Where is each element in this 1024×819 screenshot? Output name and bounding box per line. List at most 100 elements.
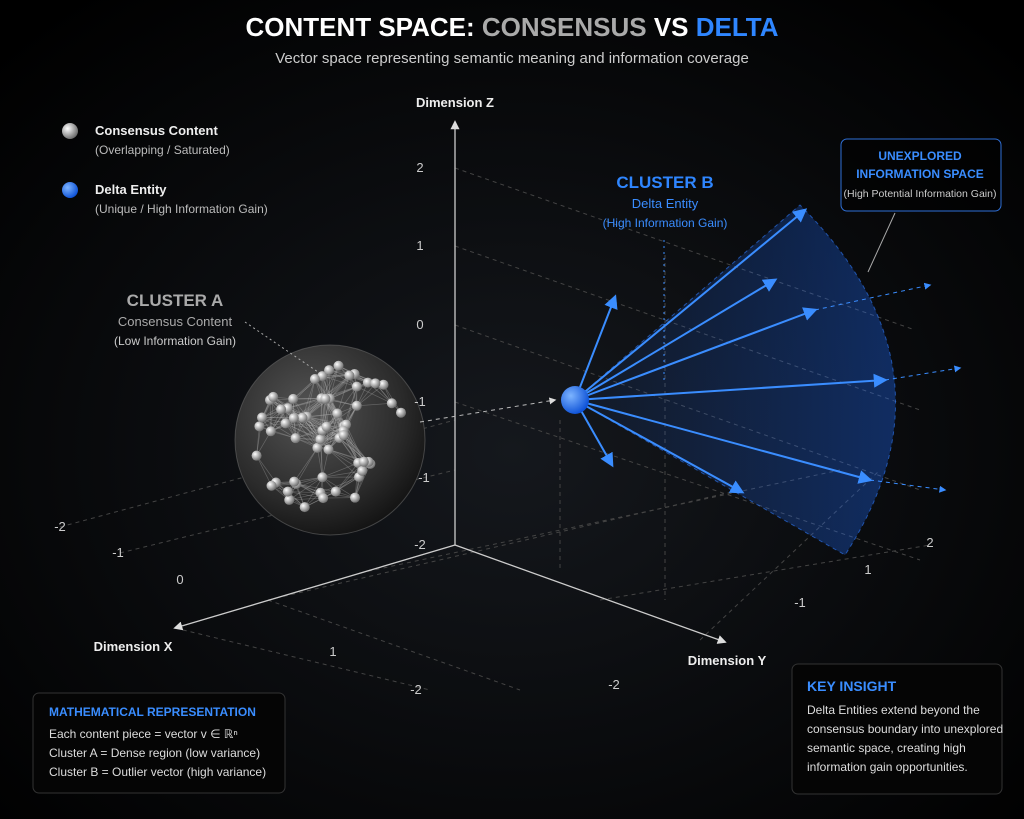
edge [269,400,272,432]
tick-label: 0 [176,572,183,587]
edge [287,491,321,494]
edge [285,423,327,428]
axis-label: Dimension X [94,639,173,654]
cluster-a-network [251,360,407,513]
edge [285,423,322,442]
edge [339,437,365,462]
node [362,377,373,388]
edge [321,365,339,399]
edge [287,408,296,439]
box-line: Cluster A = Dense region (low variance) [49,746,260,760]
edge [285,423,318,449]
edge [343,434,365,462]
tick-label: 0 [416,317,423,332]
title: CONTENT SPACE: CONSENSUS VS DELTA [245,12,778,42]
grid-line [699,469,881,641]
tick-label: -1 [794,595,806,610]
edge [289,497,324,501]
node [288,413,299,424]
axes [173,120,727,644]
box-line: semantic space, creating high [807,741,966,755]
edge [343,435,359,464]
vector [574,373,888,401]
node [317,472,328,483]
node [324,365,335,376]
tick-label: 1 [416,238,423,253]
node [332,408,343,419]
edge [256,455,277,483]
grid-line [119,469,456,554]
vector [574,307,818,401]
edge [337,386,358,414]
node [288,393,299,404]
edge [339,437,359,464]
legend-note: (Overlapping / Saturated) [95,143,230,157]
node [323,444,334,455]
edge [285,423,323,431]
edge [287,491,324,499]
axis-label: Dimension Y [688,653,767,668]
tick-labels: 2 1 0 -1 -1 -2 -2 -1 0 1 -2 -2 -1 1 2 [54,160,933,697]
edge [259,425,296,439]
edge [287,476,323,492]
unexplored-box [840,138,1002,212]
edge [328,369,358,387]
cluster-text: (High Information Gain) [603,216,728,230]
node [396,407,407,418]
box-line: information gain opportunities. [807,760,968,774]
axis-x [173,544,456,631]
edge [345,386,358,425]
node [290,433,301,444]
vector [574,399,873,484]
edge [337,375,350,414]
box-title: INFORMATION SPACE [856,167,984,181]
title-part: CONTENT SPACE: [245,12,474,42]
node [297,412,308,423]
grid-line [267,489,741,601]
edge [356,384,384,407]
edge [293,447,318,482]
vector [574,278,778,401]
edge [295,437,329,450]
node [256,412,267,423]
edge [304,477,323,508]
connector [419,397,557,423]
legend-label: Consensus Content [95,123,218,138]
edge [296,447,318,485]
edge [322,470,363,478]
node [266,480,277,491]
node [350,492,361,503]
node [344,370,355,381]
insight-box [791,663,1003,795]
tick-label: -2 [410,682,422,697]
delta-entity-node [561,386,589,414]
edge [343,386,358,427]
edge [329,398,340,439]
tick-label: 2 [416,160,423,175]
node [282,486,293,497]
edge [322,462,359,478]
edge [349,375,358,406]
unexplored-region [574,204,897,556]
edge [326,405,358,427]
legend-label: Delta Entity [95,182,167,197]
node [265,426,276,437]
edge [287,397,322,409]
node [378,379,389,390]
tick-label: 2 [926,535,933,550]
node [333,360,344,371]
node [276,404,287,415]
edge [302,417,318,449]
axis-y [454,544,727,644]
title-part: CONSENSUS [482,12,647,42]
edge [302,378,316,418]
node [251,450,262,461]
box-title: UNEXPLORED [878,149,962,163]
node [318,493,329,504]
node [370,378,381,389]
vector [574,208,808,401]
edge [328,413,338,450]
edge [322,375,357,387]
